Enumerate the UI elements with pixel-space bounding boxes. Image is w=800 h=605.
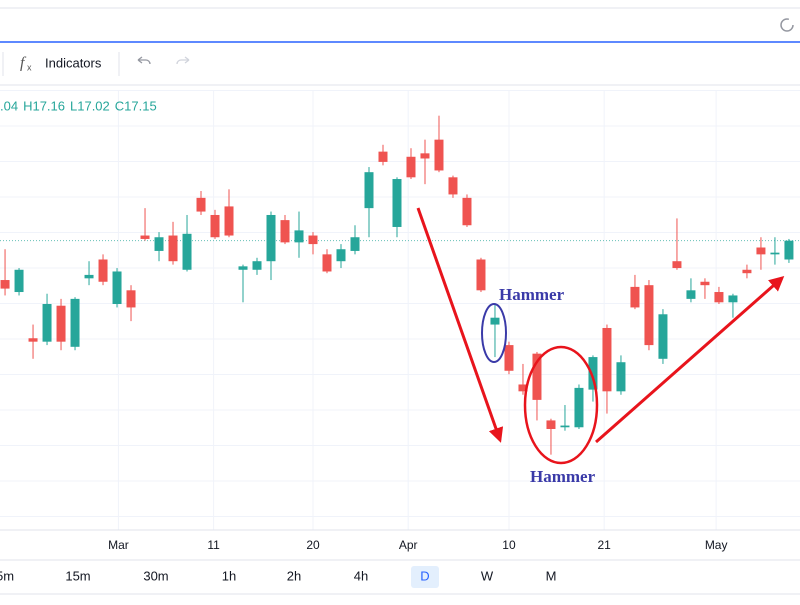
timeframe-button[interactable]: 5m (0, 568, 14, 583)
candle-body (476, 259, 486, 291)
timeframe-bar: 5m 15m 30m 1h 2h 4h D W M (0, 566, 556, 588)
candle-body (322, 254, 332, 272)
candle-body (462, 197, 472, 226)
candle-body (140, 235, 150, 239)
legend-value: .04 (0, 98, 18, 113)
active-timeframe-bg (411, 566, 439, 588)
timeframe-button[interactable]: D (420, 568, 429, 583)
candle-body (532, 353, 542, 400)
fx-icon-sub: x (27, 62, 32, 72)
candle-body (0, 280, 10, 289)
timeframe-button[interactable]: 30m (143, 568, 168, 583)
candle-body (686, 290, 696, 299)
indicators-label: Indicators (45, 55, 102, 70)
candle-body (742, 269, 752, 274)
candle-body (252, 261, 262, 270)
candle-body (154, 237, 164, 251)
candle-body (280, 220, 290, 243)
candle-body (294, 230, 304, 243)
candle-body (84, 274, 94, 279)
candle-body (56, 305, 66, 342)
candle-body (168, 235, 178, 262)
candle-body (616, 362, 626, 392)
candle-body (336, 249, 346, 262)
candle-body (70, 298, 80, 347)
grid-background (0, 90, 800, 530)
indicators-button[interactable]: f x Indicators (20, 55, 102, 73)
candle-body (700, 281, 710, 286)
candle-body (728, 295, 738, 303)
timeframe-button[interactable]: 15m (65, 568, 90, 583)
candle-body (28, 338, 38, 342)
candle-body (504, 345, 514, 371)
candle-body (406, 156, 416, 178)
annotation: Hammer (499, 285, 565, 304)
highlight-ellipse (523, 345, 599, 465)
candle-body (784, 240, 794, 260)
candle-body (602, 327, 612, 392)
candle-body (42, 304, 52, 342)
x-tick-label: 11 (207, 538, 220, 552)
x-tick-label: Mar (108, 538, 129, 552)
x-tick-label: May (705, 538, 728, 552)
candle-body (126, 290, 136, 308)
candle-body (546, 420, 556, 429)
candle-body (644, 285, 654, 346)
candle-body (98, 259, 108, 282)
candle-body (448, 177, 458, 195)
candle-body (112, 271, 122, 305)
timeframe-button[interactable]: 1h (222, 568, 236, 583)
trend-arrow (595, 276, 785, 444)
undo-icon[interactable] (137, 56, 151, 65)
candle-body (658, 314, 668, 359)
candle-body (350, 237, 360, 251)
candle-body (182, 233, 192, 270)
redo-icon[interactable] (176, 56, 190, 65)
candle-body (14, 269, 24, 293)
candle-body (420, 153, 430, 159)
highlight-ellipse (481, 303, 507, 363)
candle-body (224, 206, 234, 236)
annotation: Hammer (530, 467, 596, 486)
timeframe-button[interactable]: 4h (354, 568, 368, 583)
candle-body (378, 151, 388, 162)
x-tick-label: Apr (399, 538, 418, 552)
timeframe-button[interactable]: 2h (287, 568, 301, 583)
candle-body (574, 387, 584, 428)
candle-body (238, 266, 248, 270)
candle-body (518, 384, 528, 392)
candle-body (714, 292, 724, 303)
timeframe-button[interactable]: M (546, 568, 557, 583)
candle-body (434, 139, 444, 171)
candle-body (490, 317, 500, 325)
candle-body (588, 357, 598, 390)
fx-icon: f (20, 55, 27, 72)
x-tick-label: 20 (306, 538, 320, 552)
candle-body (392, 179, 402, 227)
refresh-icon[interactable] (780, 18, 794, 32)
top-bar (0, 0, 800, 42)
candle-body (364, 172, 374, 209)
candle-body (266, 214, 276, 262)
candle-body (672, 261, 682, 269)
legend-value: H17.16 (23, 98, 65, 113)
candle-body (196, 197, 206, 212)
x-tick-label: 10 (502, 538, 516, 552)
legend-value: L17.02 (70, 98, 110, 113)
x-tick-label: 21 (597, 538, 611, 552)
plot (0, 90, 800, 530)
trend-arrow (416, 207, 504, 443)
legend-value: C17.15 (115, 98, 157, 113)
candle-body (560, 425, 570, 428)
candle-body (308, 235, 318, 245)
candle-body (756, 247, 766, 255)
timeframe-button[interactable]: W (481, 568, 494, 583)
candle-body (210, 214, 220, 238)
candle-body (770, 252, 780, 255)
candle-body (630, 286, 640, 308)
ohlc-legend: .04 H17.16 L17.02 C17.15 (0, 98, 157, 113)
